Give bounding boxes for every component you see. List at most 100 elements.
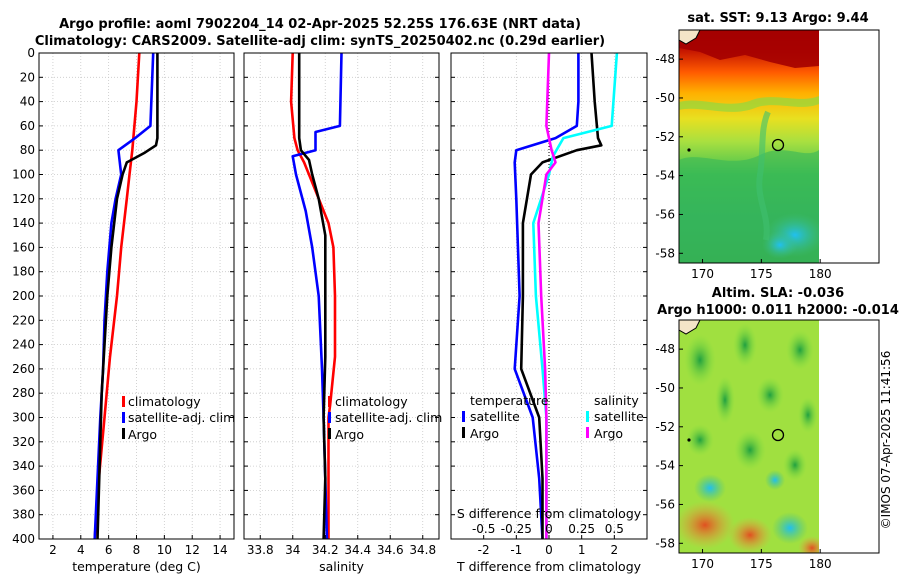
y-tick-label: 20 — [20, 70, 35, 84]
top-x-tick-label: 0.5 — [605, 522, 624, 536]
map-y-tick-label: -50 — [655, 91, 675, 105]
y-tick-label: 0 — [27, 46, 35, 60]
y-tick-label: 180 — [12, 265, 35, 279]
sst-island-dot — [687, 148, 691, 152]
map-x-tick-label: 170 — [691, 557, 714, 571]
x-axis-label: temperature (deg C) — [72, 559, 201, 574]
top-x-tick-label: -0.25 — [501, 522, 532, 536]
y-tick-label: 160 — [12, 240, 35, 254]
y-tick-label: 140 — [12, 216, 35, 230]
legend-label-climatology: climatology — [335, 394, 408, 409]
map-y-tick-label: -48 — [655, 52, 675, 66]
x-tick-label: 33.8 — [247, 543, 274, 557]
legend-header-temperature: temperature — [470, 393, 549, 408]
figure-title-line1: Argo profile: aoml 7902204_14 02-Apr-202… — [59, 17, 581, 32]
y-tick-label: 320 — [12, 435, 35, 449]
map-x-tick-label: 175 — [750, 267, 773, 281]
map-x-tick-label: 180 — [809, 557, 832, 571]
series-line-argo — [297, 53, 327, 540]
difference-panel: -2 -1 0 1 2 T difference from climatology S di… — [450, 52, 648, 574]
legend-label-sal-argo: Argo — [594, 426, 623, 441]
y-tick-label: 40 — [20, 95, 35, 109]
legend-label-satellite: satellite-adj. clim — [128, 410, 235, 425]
temperature-legend: climatology satellite-adj. clim Argo — [122, 394, 235, 442]
y-tick-label: 280 — [12, 386, 35, 400]
top-x-tick-label: -0.5 — [472, 522, 495, 536]
map-y-tick-label: -58 — [655, 246, 675, 260]
x-tick-label: 34.2 — [312, 543, 339, 557]
top-axis-label: S difference from climatology — [457, 506, 642, 521]
y-tick-label: 360 — [12, 483, 35, 497]
map-y-tick-label: -58 — [655, 536, 675, 550]
map-y-tick-label: -56 — [655, 497, 675, 511]
sst-argo-location-marker — [771, 138, 785, 152]
y-tick-label: 240 — [12, 338, 35, 352]
x-tick-label: 10 — [157, 543, 172, 557]
y-tick-label: 60 — [20, 119, 35, 133]
x-tick-label: 34 — [285, 543, 300, 557]
legend-swatch-argo — [328, 428, 331, 439]
map-x-tick-label: 175 — [750, 557, 773, 571]
x-tick-label: 1 — [578, 543, 586, 557]
legend-swatch-argo — [122, 428, 125, 439]
y-tick-label: 300 — [12, 411, 35, 425]
salinity-legend: climatology satellite-adj. clim Argo — [328, 394, 442, 442]
x-tick-label: 4 — [77, 543, 85, 557]
x-tick-label: 0 — [545, 543, 553, 557]
legend-swatch-temp-satellite — [462, 411, 465, 422]
map-y-tick-label: -50 — [655, 381, 675, 395]
y-tick-label: 400 — [12, 532, 35, 546]
map-y-tick-label: -52 — [655, 130, 675, 144]
y-tick-label: 120 — [12, 192, 35, 206]
legend-swatch-climatology — [122, 396, 125, 407]
legend-label-sal-satellite: satellite — [594, 409, 644, 424]
y-tick-label: 220 — [12, 313, 35, 327]
map-y-tick-label: -48 — [655, 342, 675, 356]
sla-map-title-line2: Argo h1000: 0.011 h2000: -0.014 — [657, 303, 899, 318]
temperature-panel: 0 20 40 60 80 100 120 140 160 180 200 220 240 260 280 3… — [12, 46, 235, 574]
sst-map-axes: -48 -50 -52 -54 -56 -58 170 175 180 — [655, 52, 831, 281]
legend-label-temp-satellite: satellite — [470, 409, 520, 424]
x-tick-label: 34.6 — [377, 543, 404, 557]
y-tick-label: 100 — [12, 168, 35, 182]
top-x-tick-label: 0.25 — [568, 522, 595, 536]
salinity-panel: 33.8 34 34.2 34.4 34.6 34.8 salinity — [243, 52, 440, 574]
legend-swatch-climatology — [328, 396, 331, 407]
x-tick-label: 8 — [133, 543, 141, 557]
sla-map-frame — [678, 319, 880, 554]
figure-title-line2: Climatology: CARS2009. Satellite-adj cli… — [35, 34, 605, 49]
sst-map-title: sat. SST: 9.13 Argo: 9.44 — [687, 11, 868, 26]
x-tick-label: 6 — [105, 543, 113, 557]
map-y-tick-label: -56 — [655, 207, 675, 221]
x-tick-label: 2 — [49, 543, 57, 557]
legend-header-salinity: salinity — [594, 393, 639, 408]
legend-label-satellite: satellite-adj. clim — [335, 410, 442, 425]
legend-swatch-satellite — [122, 412, 125, 423]
sst-map-image — [679, 30, 819, 263]
legend-label-temp-argo: Argo — [470, 426, 499, 441]
y-tick-label: 380 — [12, 508, 35, 522]
legend-swatch-temp-argo — [462, 427, 465, 438]
y-tick-label: 340 — [12, 459, 35, 473]
legend-swatch-sal-argo — [586, 427, 589, 438]
x-axis-label: salinity — [319, 559, 364, 574]
map-y-tick-label: -52 — [655, 420, 675, 434]
map-x-tick-label: 170 — [691, 267, 714, 281]
legend-label-climatology: climatology — [128, 394, 201, 409]
legend-swatch-sal-satellite — [586, 411, 589, 422]
sla-argo-location-marker — [771, 428, 785, 442]
sst-map-frame — [678, 29, 880, 264]
legend-label-argo: Argo — [128, 427, 157, 442]
series-line-argo — [96, 53, 159, 540]
x-axis-label: T difference from climatology — [456, 559, 642, 574]
imos-watermark: ©IMOS 07-Apr-2025 11:41:56 — [879, 351, 893, 530]
y-tick-label: 80 — [20, 143, 35, 157]
map-y-tick-label: -54 — [655, 169, 675, 183]
series-line-temperature-argo — [519, 52, 603, 539]
x-tick-label: 34.8 — [409, 543, 436, 557]
top-x-tick-label: 0 — [545, 522, 553, 536]
sla-map-image — [679, 320, 819, 553]
x-tick-label: -2 — [478, 543, 490, 557]
legend-swatch-satellite — [328, 412, 331, 423]
